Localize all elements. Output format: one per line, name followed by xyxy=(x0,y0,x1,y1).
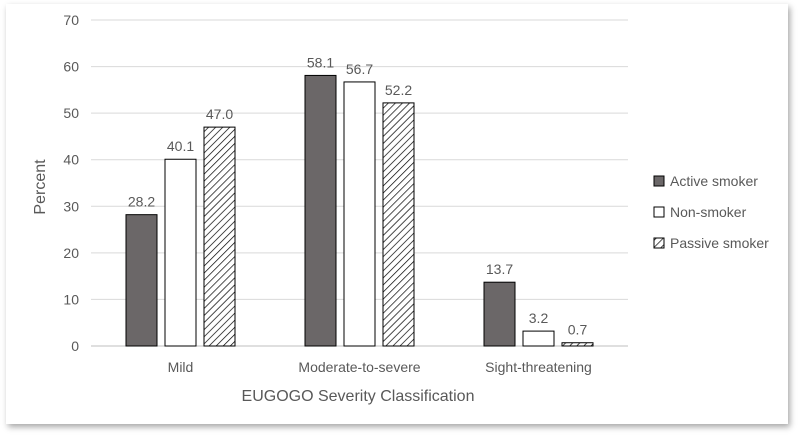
y-tick-label: 60 xyxy=(63,59,79,75)
x-tick-label: Moderate-to-severe xyxy=(298,359,420,375)
data-label: 28.2 xyxy=(128,194,155,210)
bar xyxy=(304,74,337,347)
y-axis-ticks: 0 10 20 30 40 50 60 70 xyxy=(63,12,79,354)
x-axis-title: EUGOGO Severity Classification xyxy=(242,388,475,405)
bar xyxy=(382,102,415,347)
bar xyxy=(125,214,158,347)
x-tick-label: Sight-threatening xyxy=(485,359,592,375)
data-label: 47.0 xyxy=(206,106,233,122)
y-tick-label: 40 xyxy=(63,152,79,168)
bar xyxy=(522,330,555,347)
bar xyxy=(561,342,594,347)
y-tick-label: 50 xyxy=(63,105,79,121)
bar xyxy=(164,158,197,347)
data-label: 3.2 xyxy=(529,310,549,326)
data-label: 58.1 xyxy=(307,54,334,70)
legend-swatch xyxy=(653,237,665,249)
chart-frame: 0 10 20 30 40 50 60 70 28.2 40.1 47.0 58.1 56.7 52.2… xyxy=(6,4,788,424)
y-tick-label: 30 xyxy=(63,198,79,214)
data-label: 13.7 xyxy=(486,261,513,277)
x-axis-ticks: Mild Moderate-to-severe Sight-threatening xyxy=(168,359,592,375)
data-label: 0.7 xyxy=(568,322,588,338)
legend-label: Non-smoker xyxy=(670,204,747,220)
legend-swatch xyxy=(653,206,665,218)
legend-label: Active smoker xyxy=(670,173,758,189)
data-label: 56.7 xyxy=(346,61,373,77)
bar-chart: 0 10 20 30 40 50 60 70 28.2 40.1 47.0 58.1 56.7 52.2… xyxy=(32,12,769,405)
bars xyxy=(125,74,594,347)
legend-swatch xyxy=(653,175,665,187)
data-label: 40.1 xyxy=(167,138,194,154)
y-tick-label: 0 xyxy=(71,338,79,354)
legend: Active smoker Non-smoker Passive smoker xyxy=(653,173,769,251)
bar xyxy=(483,281,516,347)
x-tick-label: Mild xyxy=(168,359,194,375)
y-axis-title: Percent xyxy=(32,159,49,215)
bar xyxy=(203,126,236,347)
data-label: 52.2 xyxy=(385,82,412,98)
bar xyxy=(343,81,376,347)
y-tick-label: 70 xyxy=(63,12,79,28)
y-tick-label: 10 xyxy=(63,291,79,307)
legend-label: Passive smoker xyxy=(670,235,769,251)
data-labels: 28.2 40.1 47.0 58.1 56.7 52.2 13.7 3.2 0.7 xyxy=(128,54,588,337)
y-tick-label: 20 xyxy=(63,245,79,261)
